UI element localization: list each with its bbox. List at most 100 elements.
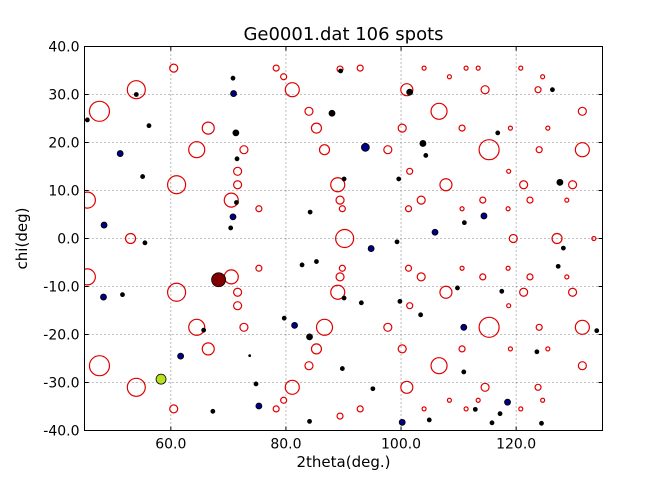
experimental-spot-marker	[461, 369, 467, 375]
experimental-spot-marker	[210, 408, 216, 414]
experimental-spot-marker	[504, 398, 511, 406]
simulated-spot-marker	[404, 205, 413, 213]
simulated-spot-marker	[564, 274, 570, 280]
x-axis-label: 2theta(deg.)	[297, 453, 391, 471]
simulated-spot-marker	[459, 206, 465, 212]
simulated-spot-marker	[335, 272, 345, 282]
simulated-spot-marker	[284, 82, 300, 98]
simulated-spot-marker	[304, 361, 314, 371]
simulated-spot-marker	[338, 264, 346, 272]
experimental-spot-marker	[281, 315, 287, 321]
experimental-spot-marker	[495, 130, 501, 136]
simulated-spot-marker	[505, 206, 511, 212]
experimental-spot-marker	[431, 228, 439, 236]
experimental-spot-marker	[367, 245, 375, 252]
simulated-spot-marker	[383, 322, 393, 332]
simulated-spot-marker	[272, 64, 280, 72]
simulated-spot-marker	[446, 74, 453, 80]
experimental-spot-marker	[142, 240, 148, 246]
simulated-spot-marker	[406, 302, 414, 310]
simulated-spot-marker	[88, 355, 111, 377]
simulated-spot-marker	[534, 383, 542, 391]
simulated-spot-marker	[400, 83, 414, 97]
simulated-spot-marker	[480, 382, 490, 392]
simulated-spot-marker	[397, 123, 407, 133]
experimental-spot-marker	[397, 298, 403, 304]
experimental-spot-marker	[406, 88, 414, 96]
experimental-spot-marker	[255, 402, 263, 410]
experimental-spot-marker	[291, 321, 298, 329]
simulated-spot-marker	[336, 412, 344, 420]
simulated-spot-marker	[201, 121, 215, 135]
simulated-spot-marker	[574, 142, 590, 158]
simulated-spot-marker	[255, 205, 263, 213]
experimental-spot-marker	[314, 259, 319, 264]
experimental-spot-marker	[100, 293, 107, 301]
simulated-spot-marker	[458, 124, 466, 132]
simulated-spot-marker	[519, 287, 529, 297]
simulated-spot-marker	[540, 74, 546, 80]
simulated-spot-marker	[169, 63, 179, 73]
experimental-spot-marker	[133, 92, 139, 97]
simulated-spot-marker	[330, 177, 346, 193]
experimental-spot-marker	[396, 176, 402, 182]
simulated-spot-marker	[508, 233, 518, 244]
experimental-spot-marker	[211, 272, 227, 288]
experimental-spot-marker	[201, 327, 207, 333]
experimental-spot-marker	[234, 200, 239, 205]
experimental-spot-marker	[299, 262, 305, 268]
y-tick-label: -20.0	[43, 328, 79, 344]
simulated-spot-marker	[239, 145, 249, 155]
experimental-spot-marker	[248, 354, 252, 358]
y-axis-tick-labels: 40.0 30.0 20.0 10.0 0.0 -10.0 -20.0 -30.0 -40.0	[43, 40, 79, 440]
simulated-spot-marker	[330, 284, 346, 300]
x-tick-label: 100.0	[381, 437, 421, 453]
simulated-spot-marker	[535, 146, 543, 154]
simulated-spot-marker	[310, 343, 323, 355]
experimental-spot-marker	[232, 129, 240, 137]
simulated-spot-marker	[126, 377, 146, 397]
experimental-spot-marker	[394, 239, 400, 245]
simulated-spot-marker	[255, 264, 263, 272]
simulated-spot-marker	[338, 205, 346, 213]
simulated-spot-marker	[475, 65, 481, 71]
simulated-spot-marker	[540, 397, 546, 403]
experimental-spot-marker	[550, 87, 555, 93]
y-tick-label: -40.0	[43, 424, 79, 440]
simulated-spot-marker	[519, 180, 529, 190]
experimental-spot-marker	[539, 420, 544, 426]
simulated-spot-marker	[84, 268, 96, 286]
simulated-spot-marker	[356, 64, 364, 72]
simulated-spot-marker	[439, 285, 453, 299]
y-tick-label: -10.0	[43, 280, 79, 296]
experimental-spot-marker	[229, 213, 237, 221]
simulated-spot-marker	[526, 196, 534, 204]
experimental-spot-marker	[555, 263, 561, 269]
simulated-spot-marker	[463, 65, 469, 71]
simulated-spot-marker	[480, 85, 490, 95]
x-tick-label: 80.0	[270, 437, 301, 453]
simulated-spot-marker	[84, 191, 96, 209]
experimental-spot-marker	[398, 418, 406, 426]
plot-area	[84, 46, 603, 431]
simulated-spot-marker	[416, 195, 426, 205]
simulated-spot-marker	[124, 232, 137, 245]
simulated-spot-marker	[232, 287, 243, 297]
simulated-spot-marker	[404, 264, 413, 272]
experimental-spot-marker	[461, 220, 467, 226]
experimental-spot-marker	[358, 300, 364, 306]
simulated-spot-marker	[318, 144, 331, 156]
simulated-spot-marker	[545, 346, 551, 352]
simulated-spot-marker	[505, 265, 511, 271]
simulated-spot-marker	[421, 65, 427, 71]
experimental-spot-marker	[177, 352, 185, 360]
experimental-spot-marker	[307, 209, 313, 215]
simulated-spot-marker	[518, 65, 524, 71]
simulated-spot-marker	[421, 406, 427, 412]
simulated-spot-marker	[567, 287, 578, 297]
simulated-spot-marker	[577, 361, 587, 371]
simulated-spot-marker	[551, 232, 563, 245]
experimental-spot-marker	[370, 386, 376, 392]
experimental-spot-marker	[228, 225, 234, 231]
